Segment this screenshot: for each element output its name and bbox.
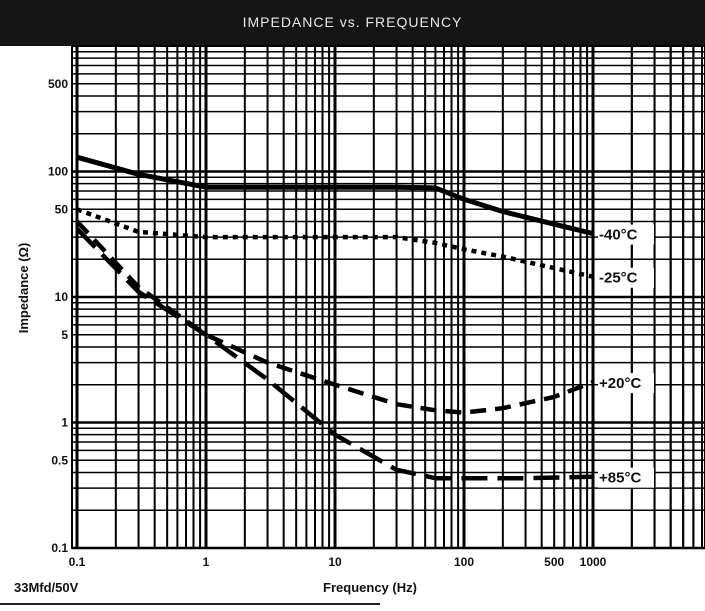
y-tick-label: 10 bbox=[55, 290, 69, 304]
grid-layer bbox=[71, 45, 705, 550]
footer-rule bbox=[0, 603, 380, 605]
y-axis-label: Impedance (Ω) bbox=[16, 243, 31, 334]
x-tick-label: 100 bbox=[454, 555, 474, 569]
x-tick-label: 1 bbox=[203, 555, 210, 569]
title-bar: IMPEDANCE vs. FREQUENCY bbox=[0, 0, 705, 46]
x-axis-label: Frequency (Hz) bbox=[323, 580, 417, 595]
y-tick-label: 100 bbox=[48, 165, 68, 179]
series-label: +85°C bbox=[599, 470, 641, 487]
series-label: -40°C bbox=[599, 227, 638, 244]
series-line bbox=[76, 207, 594, 279]
series-label-bg bbox=[598, 224, 654, 245]
series-label-bg bbox=[598, 467, 654, 488]
label-layer: 500 100 50 10 5 1 0.5 0.10.1 1 10 100 500 1000 -40°C -… bbox=[48, 77, 654, 569]
x-tick-label: 1000 bbox=[580, 555, 607, 569]
y-tick-label: 1 bbox=[61, 416, 68, 430]
series-line bbox=[75, 227, 594, 481]
x-tick-label: 10 bbox=[328, 555, 342, 569]
series-label: +20°C bbox=[599, 375, 641, 392]
y-tick-label: 0.5 bbox=[51, 453, 68, 467]
series-line bbox=[75, 219, 594, 415]
series-label-bg bbox=[598, 267, 654, 288]
y-tick-label: 50 bbox=[55, 202, 69, 216]
x-tick-label: 500 bbox=[544, 555, 564, 569]
x-tick-label: 0.1 bbox=[69, 555, 86, 569]
series-layer bbox=[75, 154, 594, 481]
y-tick-label: 0.1 bbox=[51, 541, 68, 555]
y-tick-label: 5 bbox=[61, 328, 68, 342]
series-label: -25°C bbox=[599, 270, 638, 287]
chart-title: IMPEDANCE vs. FREQUENCY bbox=[242, 14, 463, 30]
series-label-bg bbox=[598, 373, 654, 394]
part-label: 33Mfd/50V bbox=[14, 580, 79, 595]
series-line bbox=[76, 154, 594, 237]
y-tick-label: 500 bbox=[48, 77, 68, 91]
